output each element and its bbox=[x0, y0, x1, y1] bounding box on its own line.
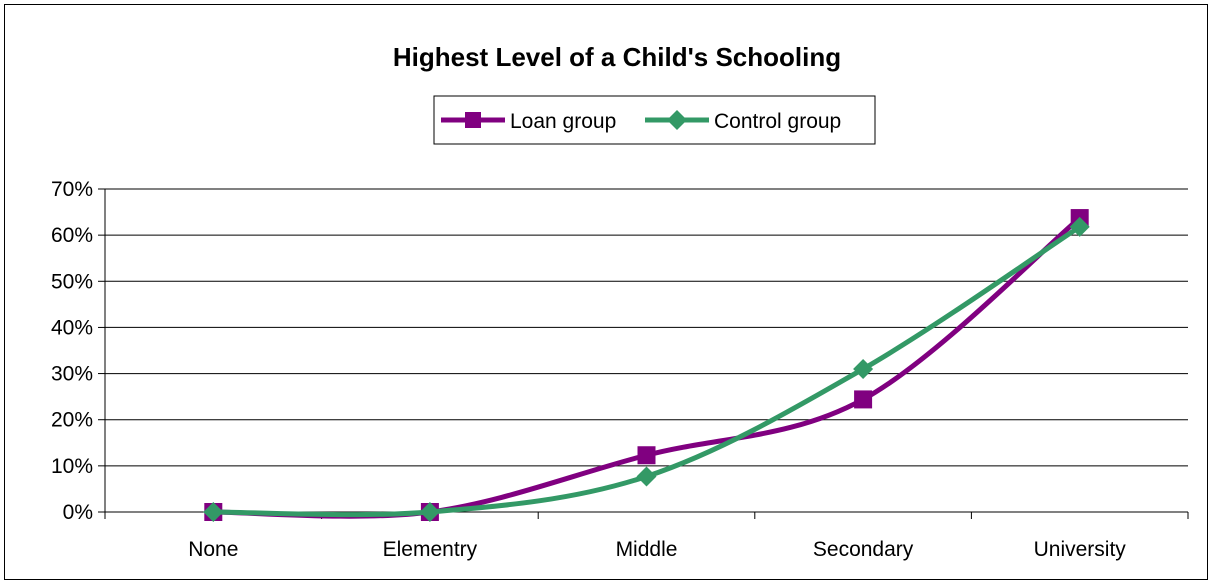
data-point-control-group bbox=[1069, 216, 1090, 237]
y-tick-label: 60% bbox=[51, 224, 93, 247]
x-tick-label: Middle bbox=[616, 538, 678, 561]
y-tick-label: 70% bbox=[51, 178, 93, 201]
axes bbox=[98, 188, 1189, 519]
legend-item-control-group: Control group bbox=[645, 110, 841, 133]
legend-label-control-group: Control group bbox=[714, 110, 841, 133]
y-tick-label: 30% bbox=[51, 363, 93, 386]
series-control-group bbox=[203, 216, 1090, 522]
data-point-control-group bbox=[636, 466, 657, 487]
y-tick-label: 50% bbox=[51, 270, 93, 293]
chart-title: Highest Level of a Child's Schooling bbox=[393, 42, 841, 72]
legend-marker-square bbox=[465, 112, 481, 128]
y-tick-label: 20% bbox=[51, 409, 93, 432]
series-layer bbox=[203, 209, 1090, 522]
legend-item-loan-group: Loan group bbox=[441, 110, 616, 133]
y-tick-labels: 0% 10% 20% 30% 40% 50% 60% 70% bbox=[51, 178, 93, 524]
x-tick-label: None bbox=[188, 538, 238, 561]
data-point-loan-group bbox=[854, 390, 873, 409]
data-point-control-group bbox=[419, 502, 440, 522]
y-tick-label: 0% bbox=[63, 501, 93, 524]
legend-marker-diamond bbox=[667, 110, 687, 130]
data-point-control-group bbox=[853, 358, 874, 379]
gridlines bbox=[105, 188, 1188, 467]
y-tick-label: 40% bbox=[51, 316, 93, 339]
legend: Loan group Control group bbox=[433, 95, 876, 145]
x-tick-label: University bbox=[1034, 538, 1127, 561]
data-point-control-group bbox=[203, 502, 224, 522]
x-tick-labels: None Elementry Middle Secondary University bbox=[188, 538, 1126, 561]
data-point-loan-group bbox=[637, 446, 656, 465]
legend-label-loan-group: Loan group bbox=[510, 110, 616, 133]
x-tick-label: Secondary bbox=[813, 538, 914, 561]
x-tick-label: Elementry bbox=[383, 538, 478, 561]
y-tick-label: 10% bbox=[51, 455, 93, 478]
